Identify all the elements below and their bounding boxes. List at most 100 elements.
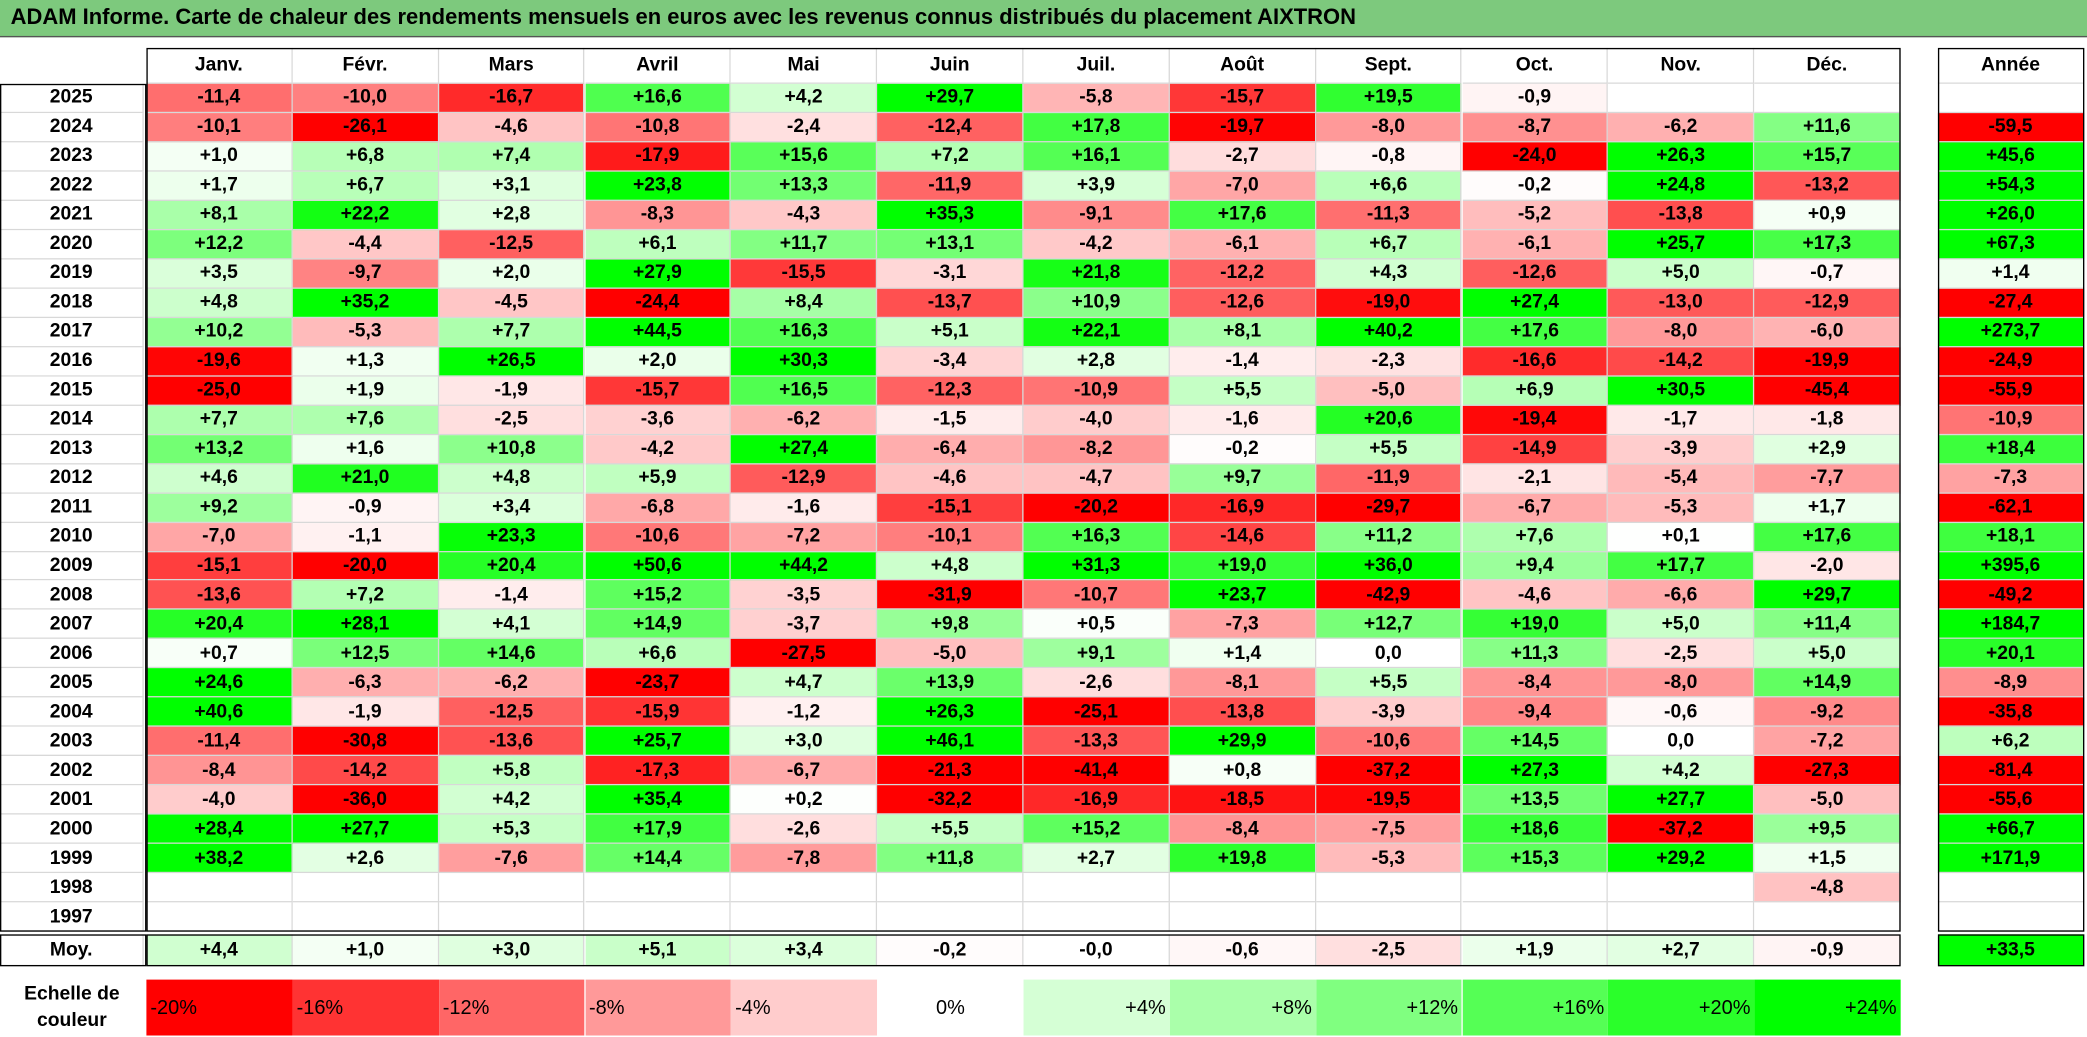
return-cell: -6,0 [1754,317,1901,348]
return-cell: +29,7 [1754,580,1901,611]
return-cell: -4,8 [1754,873,1901,903]
return-cell: -1,9 [438,376,585,406]
return-cell: +13,1 [877,230,1024,260]
return-cell: -6,3 [292,668,439,698]
return-cell [438,902,585,932]
return-cell: -37,2 [1315,756,1463,786]
return-cell: -4,5 [438,288,585,318]
return-cell: -14,9 [1462,434,1609,464]
return-cell [1462,902,1609,932]
return-cell: -12,3 [877,376,1024,406]
month-header: Janv. [146,47,293,84]
annual-cell: +20,1 [1937,639,2085,669]
return-cell: -1,7 [1608,405,1755,435]
return-cell: -7,2 [731,522,878,552]
return-cell: -5,3 [1315,844,1463,874]
month-header: Févr. [292,47,439,84]
month-header: Nov. [1608,47,1755,84]
return-cell: -13,8 [1169,697,1316,728]
return-cell: -2,7 [1169,142,1316,172]
return-cell: -12,5 [438,697,585,728]
return-cell: +6,9 [1462,376,1609,406]
return-cell: -3,1 [877,259,1024,289]
return-cell: -10,1 [146,113,293,143]
return-cell: +5,5 [1315,434,1463,464]
return-cell: -0,8 [1315,142,1463,172]
scale-step: -12% [438,979,585,1036]
return-cell: -31,9 [877,580,1024,611]
scale-step: +16% [1462,979,1609,1036]
return-cell: +21,8 [1023,259,1170,289]
return-cell: -7,2 [1754,727,1901,757]
annual-cell: +395,6 [1937,551,2085,581]
return-cell: -19,6 [146,347,293,377]
annual-cell: +18,4 [1937,434,2085,464]
return-cell: +0,2 [731,785,878,815]
return-cell [877,902,1024,932]
return-cell: +5,5 [877,814,1024,845]
return-cell: -9,4 [1462,697,1609,728]
return-cell: -4,7 [1023,463,1170,494]
average-cell: -0,9 [1754,934,1901,967]
year-label: 2002 [0,756,144,786]
return-cell: +19,8 [1169,844,1316,874]
return-cell: -15,7 [1169,83,1316,114]
return-cell: +4,2 [438,785,585,815]
month-header: Mars [438,47,585,84]
return-cell: +17,6 [1169,200,1316,231]
return-cell: -3,4 [877,347,1024,377]
return-cell: +4,1 [438,610,585,640]
year-label: 2001 [0,785,144,815]
return-cell: -2,3 [1315,347,1463,377]
annual-cell: -7,3 [1937,463,2085,494]
return-cell: -13,6 [146,580,293,611]
year-label: 1999 [0,844,144,874]
return-cell: 0,0 [1608,727,1755,757]
return-cell: -18,5 [1169,785,1316,815]
return-cell: +23,8 [584,171,732,201]
return-cell: +40,6 [146,697,293,728]
return-cell: -12,9 [1754,288,1901,318]
scale-step: +12% [1315,979,1463,1036]
return-cell [1608,902,1755,932]
return-cell: -20,0 [292,551,439,581]
return-cell: -13,2 [1754,171,1901,201]
month-header: Oct. [1462,47,1609,84]
return-cell: -8,4 [1462,668,1609,698]
return-cell: +11,2 [1315,522,1463,552]
return-cell: -7,5 [1315,814,1463,845]
annual-cell: +45,6 [1937,142,2085,172]
return-cell: -14,2 [1608,347,1755,377]
return-cell: +20,6 [1315,405,1463,435]
return-cell: -4,6 [877,463,1024,494]
return-cell: +2,6 [292,844,439,874]
return-cell: -25,1 [1023,697,1170,728]
return-cell: +27,3 [1462,756,1609,786]
return-cell [731,902,878,932]
return-cell: -30,8 [292,727,439,757]
year-label: 2016 [0,347,144,377]
return-cell: -10,0 [292,83,439,114]
return-cell: +50,6 [584,551,732,581]
return-cell: -8,2 [1023,434,1170,464]
return-cell: -16,6 [1462,347,1609,377]
average-cell: +3,0 [438,934,585,967]
return-cell: +7,6 [292,405,439,435]
return-cell: -7,0 [1169,171,1316,201]
return-cell: -27,5 [731,639,878,669]
return-cell: -16,9 [1023,785,1170,815]
scale-label: Echelle de couleur [0,979,144,1036]
return-cell: -7,3 [1169,610,1316,640]
annual-cell: +273,7 [1937,317,2085,348]
annual-cell: -62,1 [1937,493,2085,523]
return-cell: -4,4 [292,230,439,260]
return-cell: -42,9 [1315,580,1463,611]
scale-step: +24% [1754,979,1901,1036]
return-cell: -12,4 [877,113,1024,143]
return-cell: +35,4 [584,785,732,815]
return-cell: +18,6 [1462,814,1609,845]
return-cell: -1,8 [1754,405,1901,435]
return-cell: +27,7 [292,814,439,845]
return-cell: -5,4 [1608,463,1755,494]
return-cell: +22,1 [1023,317,1170,348]
